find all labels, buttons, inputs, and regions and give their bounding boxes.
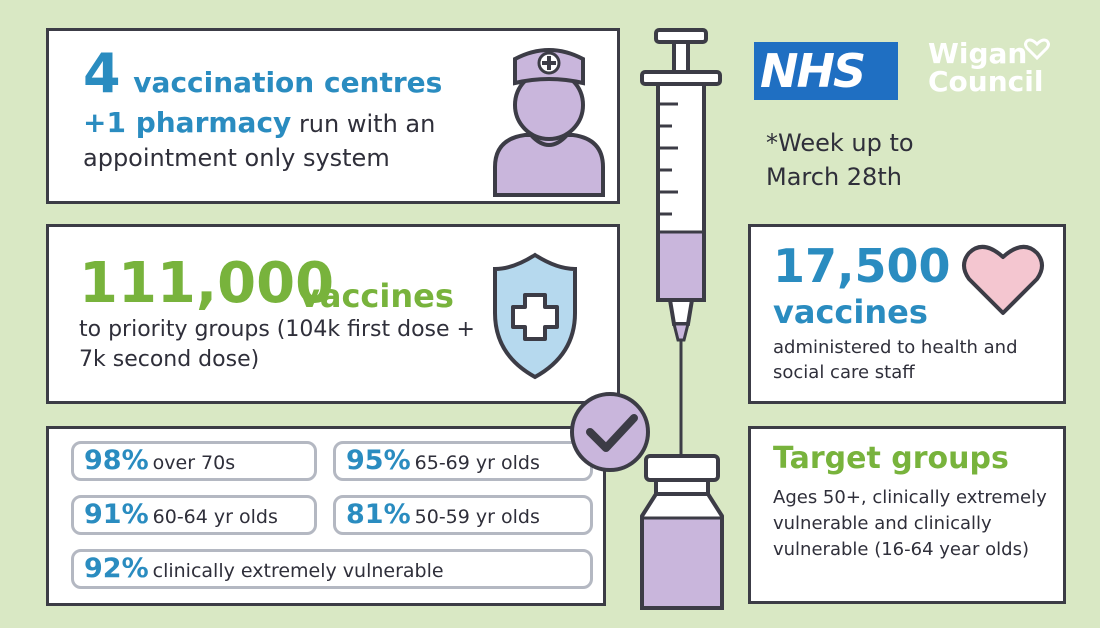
uptake-rates-panel: 98% over 70s 95% 65-69 yr olds 91% 60-64 yr… xyxy=(46,426,606,606)
rate-percent: 91% xyxy=(84,499,149,530)
rate-pill-cev: 92% clinically extremely vulnerable xyxy=(71,549,593,589)
centres-count: 4 xyxy=(83,42,121,105)
vaccines-word: vaccines xyxy=(299,277,454,315)
centres-line-2-rest: run with an xyxy=(298,110,436,138)
vaccines-description: to priority groups (104k first dose + 7k… xyxy=(79,317,475,372)
staff-panel: 17,500 vaccines administered to health a… xyxy=(748,224,1066,404)
staff-description: administered to health and social care s… xyxy=(773,337,1018,383)
target-title: Target groups xyxy=(773,441,1009,476)
syringe-icon xyxy=(570,28,724,610)
rate-label: 50-59 yr olds xyxy=(414,506,540,528)
rate-pill-50-59: 81% 50-59 yr olds xyxy=(333,495,593,535)
pharmacy-text: +1 pharmacy xyxy=(83,106,292,139)
council-logo-line-1: Wigan xyxy=(928,37,1028,70)
rate-label: over 70s xyxy=(152,452,236,474)
rate-pill-60-64: 91% 60-64 yr olds xyxy=(71,495,317,535)
rate-percent: 95% xyxy=(346,445,411,476)
shield-icon xyxy=(493,252,577,380)
heart-icon xyxy=(962,245,1044,315)
week-note: *Week up to March 28th xyxy=(766,129,914,191)
rate-percent: 98% xyxy=(84,445,149,476)
rate-percent: 92% xyxy=(84,553,149,584)
centres-line-3: appointment only system xyxy=(83,144,390,172)
centres-count-label: vaccination centres xyxy=(133,66,443,99)
target-groups-panel: Target groups Ages 50+, clinically extre… xyxy=(748,426,1066,604)
rate-pill-over-70s: 98% over 70s xyxy=(71,441,317,481)
rate-label: 65-69 yr olds xyxy=(414,452,540,474)
vaccines-total: 111,000 xyxy=(79,251,335,316)
centres-headline: 4 vaccination centres xyxy=(83,47,443,106)
rate-percent: 81% xyxy=(346,499,411,530)
council-logo-line-2: Council xyxy=(928,65,1044,98)
target-description: Ages 50+, clinically extremely vulnerabl… xyxy=(773,487,1047,560)
centres-line-2: +1 pharmacy run with an xyxy=(83,107,435,140)
nurse-icon xyxy=(493,48,605,197)
vaccines-panel: 111,000 vaccines to priority groups (104… xyxy=(46,224,620,404)
staff-total: 17,500 xyxy=(773,239,951,293)
nhs-logo-text: NHS xyxy=(760,44,866,98)
wigan-council-logo: Wigan Council xyxy=(928,37,1050,98)
centres-panel: 4 vaccination centres +1 pharmacy run wi… xyxy=(46,28,620,204)
rate-label: clinically extremely vulnerable xyxy=(152,560,444,582)
rate-pill-65-69: 95% 65-69 yr olds xyxy=(333,441,593,481)
rate-label: 60-64 yr olds xyxy=(152,506,278,528)
staff-word: vaccines xyxy=(773,293,928,331)
heart-outline-icon xyxy=(1024,38,1050,60)
nhs-logo: NHS xyxy=(754,42,898,100)
